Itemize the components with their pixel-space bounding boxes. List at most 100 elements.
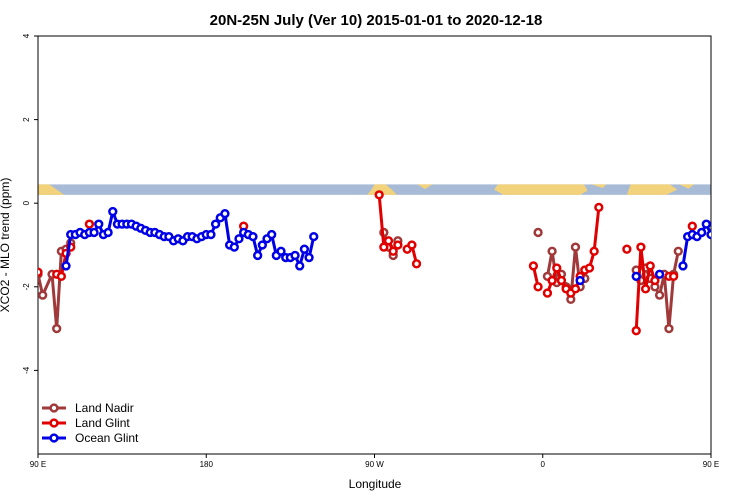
- data-point: [736, 223, 743, 230]
- x-tick-label: 90 E: [703, 460, 719, 469]
- data-point: [38, 267, 43, 277]
- data-point: [722, 221, 729, 228]
- data-point: [210, 219, 221, 229]
- data-point: [299, 244, 310, 254]
- data-point: [379, 242, 389, 252]
- y-axis: 4 2 0 -2 -4: [22, 33, 38, 374]
- data-point: [636, 242, 646, 252]
- data-point: [575, 275, 585, 286]
- data-point: [89, 227, 99, 238]
- data-point: [94, 219, 104, 229]
- land-mass: [367, 184, 397, 195]
- y-axis-label: XCO2 - MLO trend (ppm): [0, 178, 12, 313]
- data-point: [701, 219, 711, 229]
- data-point: [528, 261, 539, 271]
- data-point: [745, 229, 750, 236]
- data-point: [52, 323, 62, 334]
- x-tick-label: 90 E: [30, 460, 46, 469]
- legend-label: Ocean Glint: [75, 431, 139, 445]
- data-point: [631, 271, 641, 282]
- data-point: [697, 227, 707, 238]
- y-tick-label: 0: [22, 200, 31, 205]
- series-land-glint: [38, 190, 697, 336]
- land-mass: [626, 184, 678, 195]
- data-point: [374, 190, 384, 200]
- data-point: [56, 271, 67, 282]
- data-point: [589, 246, 599, 256]
- data-point: [84, 219, 95, 229]
- y-tick-label: 2: [22, 117, 31, 122]
- land-mass: [417, 184, 433, 190]
- data-point: [706, 229, 711, 240]
- data-point: [304, 252, 314, 263]
- x-tick-label: 180: [200, 460, 214, 469]
- series-ocean-glint: [61, 206, 750, 286]
- data-point: [552, 263, 562, 273]
- data-point: [388, 246, 398, 256]
- data-point: [229, 242, 239, 252]
- data-point: [645, 261, 655, 271]
- data-point: [103, 227, 113, 238]
- data-point: [533, 227, 543, 238]
- data-point: [290, 250, 300, 261]
- map-band: [38, 184, 711, 195]
- data-point: [726, 221, 733, 228]
- data-point: [276, 246, 286, 256]
- data-point: [295, 261, 305, 271]
- data-point: [309, 231, 319, 242]
- data-point: [542, 288, 553, 298]
- legend-label: Land Nadir: [75, 401, 134, 415]
- data-point: [654, 290, 665, 300]
- data-point: [678, 261, 688, 271]
- data-point: [257, 240, 267, 250]
- data-point: [712, 229, 719, 236]
- data-point: [220, 209, 230, 219]
- legend-marker: [49, 403, 59, 413]
- y-tick-label: -4: [22, 366, 31, 374]
- data-point: [654, 269, 665, 279]
- data-point: [664, 323, 674, 334]
- data-point: [640, 284, 651, 294]
- series-layer: [38, 190, 750, 336]
- data-point: [622, 244, 632, 254]
- data-point: [253, 250, 263, 261]
- data-point: [267, 229, 277, 240]
- data-point: [584, 263, 595, 273]
- data-point: [687, 221, 697, 231]
- data-point: [206, 229, 216, 240]
- land-mass: [38, 184, 65, 195]
- data-point: [547, 246, 557, 256]
- data-point: [61, 261, 71, 271]
- data-point: [383, 236, 394, 246]
- data-point: [717, 208, 724, 215]
- data-point: [393, 240, 403, 250]
- plot-frame: [37, 35, 712, 455]
- data-point: [547, 275, 557, 286]
- y-tick-label: 4: [22, 33, 31, 38]
- legend-marker: [49, 433, 59, 443]
- data-point: [570, 284, 581, 294]
- data-point: [108, 206, 118, 217]
- x-axis-label: Longitude: [349, 477, 402, 491]
- data-point: [673, 246, 683, 256]
- data-point: [533, 282, 543, 292]
- data-point: [570, 242, 581, 252]
- data-point: [740, 227, 747, 234]
- data-point: [556, 275, 567, 286]
- data-point: [731, 221, 738, 228]
- map-land: [38, 184, 695, 195]
- x-tick-label: 90 W: [365, 460, 384, 469]
- data-point: [631, 326, 641, 336]
- legend-marker: [49, 418, 59, 428]
- chart-title: 20N-25N July (Ver 10) 2015-01-01 to 2020…: [210, 12, 543, 29]
- land-mass: [591, 184, 607, 189]
- data-point: [668, 271, 679, 282]
- data-point: [407, 240, 417, 250]
- y-tick-label: -2: [22, 283, 31, 291]
- data-point: [38, 290, 48, 300]
- data-point: [411, 259, 422, 269]
- land-mass: [679, 184, 695, 189]
- land-mass: [494, 184, 588, 195]
